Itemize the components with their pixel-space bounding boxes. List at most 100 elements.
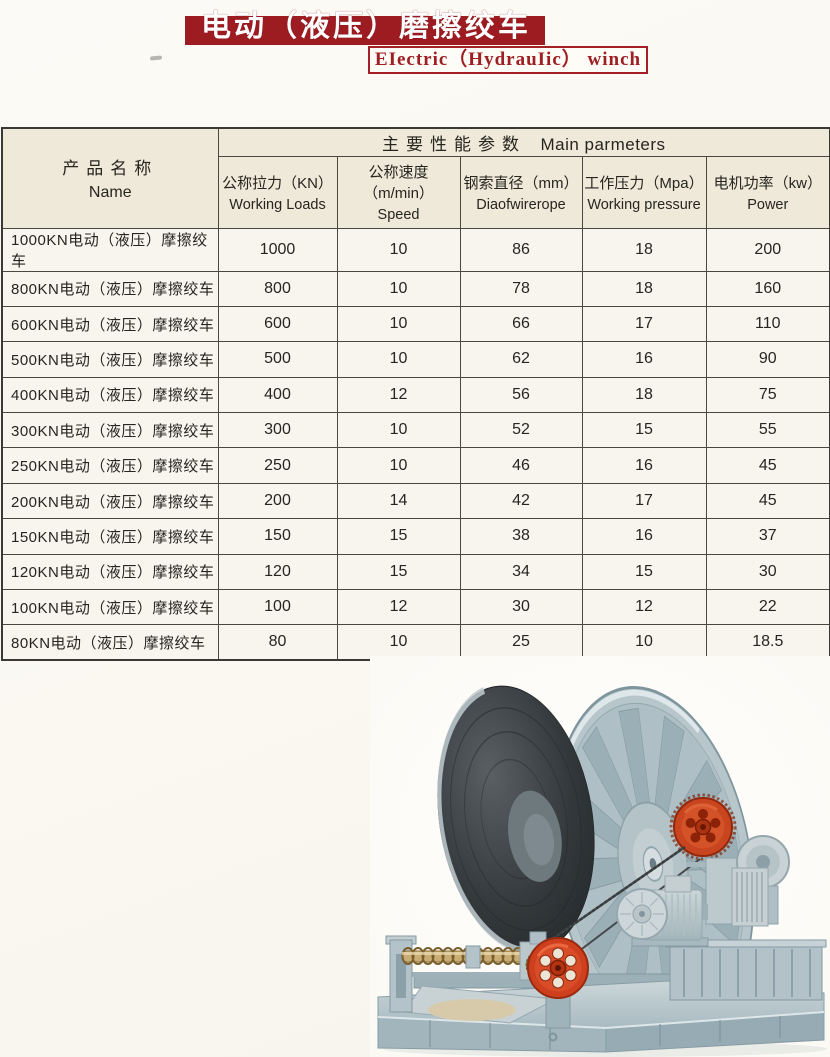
power-cell: 90 — [705, 341, 830, 378]
dia-cell: 52 — [459, 412, 583, 449]
col-header-cn: 钢索直径（mm） — [463, 174, 579, 192]
pressure-cell: 17 — [581, 305, 707, 343]
table-row: 800KN电动（液压）摩擦绞车 800 10 78 18 160 — [1, 270, 830, 307]
load-cell: 250 — [217, 447, 338, 484]
speed-cell: 10 — [336, 412, 461, 449]
table-row: 200KN电动（液压）摩擦绞车 200 14 42 17 45 — [1, 482, 830, 520]
power-cell: 110 — [705, 305, 830, 343]
table-row: 250KN电动（液压）摩擦绞车 250 10 46 16 45 — [1, 447, 830, 484]
pressure-cell: 18 — [581, 270, 707, 307]
speed-cell: 10 — [336, 447, 461, 484]
cable-drum — [437, 685, 595, 955]
product-name-cell: 150KN电动（液压）摩擦绞车 — [1, 518, 219, 555]
col-header-wirerope-dia: 钢索直径（mm） Diaofwirerope — [459, 155, 583, 229]
pressure-cell: 10 — [581, 624, 707, 661]
load-cell: 1000 — [217, 227, 338, 272]
power-cell: 45 — [705, 447, 830, 484]
pressure-cell: 17 — [581, 482, 707, 520]
drive-gear — [669, 793, 737, 861]
product-name-cell: 1000KN电动（液压）摩擦绞车 — [1, 227, 219, 272]
product-name-cell: 600KN电动（液压）摩擦绞车 — [1, 305, 219, 343]
dia-cell: 30 — [459, 589, 583, 626]
product-name-cell: 80KN电动（液压）摩擦绞车 — [1, 624, 219, 661]
main-parameters-en: Main parmeters — [540, 134, 666, 154]
table-row: 100KN电动（液压）摩擦绞车 100 12 30 12 22 — [1, 589, 830, 626]
load-cell: 500 — [217, 341, 338, 378]
speed-cell: 10 — [336, 270, 461, 307]
load-cell: 300 — [217, 412, 338, 449]
product-name-cell: 300KN电动（液压）摩擦绞车 — [1, 412, 219, 449]
speed-cell: 10 — [336, 341, 461, 378]
gearbox — [686, 835, 790, 927]
dia-cell: 86 — [459, 227, 583, 272]
col-header-power: 电机功率（kw） Power — [705, 155, 830, 229]
dia-cell: 56 — [459, 376, 583, 414]
product-name-cell: 500KN电动（液压）摩擦绞车 — [1, 341, 219, 378]
load-cell: 200 — [217, 482, 338, 520]
table-row: 600KN电动（液压）摩擦绞车 600 10 66 17 110 — [1, 305, 830, 343]
dia-cell: 46 — [459, 447, 583, 484]
power-cell: 200 — [705, 227, 830, 272]
scan-artifact — [149, 55, 163, 61]
page-title-cn: 电动（液压）磨擦绞车 — [201, 10, 531, 43]
product-name-cell: 100KN电动（液压）摩擦绞车 — [1, 589, 219, 626]
power-cell: 45 — [705, 482, 830, 520]
load-cell: 800 — [217, 270, 338, 307]
load-cell: 120 — [217, 553, 338, 591]
table-row: 80KN电动（液压）摩擦绞车 80 10 25 10 18.5 — [1, 624, 830, 661]
col-header-en: Working pressure — [587, 196, 701, 213]
speed-cell: 12 — [336, 589, 461, 626]
pressure-cell: 15 — [581, 553, 707, 591]
load-cell: 600 — [217, 305, 338, 343]
name-header-en: Name — [88, 184, 132, 202]
speed-cell: 14 — [336, 482, 461, 520]
dia-cell: 42 — [459, 482, 583, 520]
speed-cell: 15 — [336, 518, 461, 555]
product-name-cell: 120KN电动（液压）摩擦绞车 — [1, 553, 219, 591]
dia-cell: 78 — [459, 270, 583, 307]
col-header-en: Speed — [377, 207, 420, 223]
name-header-cn: 产品名称 — [62, 159, 159, 179]
power-cell: 30 — [705, 553, 830, 591]
motor-pedestal — [665, 939, 827, 1001]
pressure-cell: 18 — [581, 227, 707, 272]
load-cell: 150 — [217, 518, 338, 555]
power-cell: 160 — [705, 270, 830, 307]
pressure-cell: 16 — [581, 341, 707, 378]
dia-cell: 25 — [459, 624, 583, 661]
col-header-en: Diaofwirerope — [476, 196, 566, 213]
pressure-cell: 16 — [581, 447, 707, 484]
table-row: 400KN电动（液压）摩擦绞车 400 12 56 18 75 — [1, 376, 830, 414]
product-name-cell: 400KN电动（液压）摩擦绞车 — [1, 376, 219, 414]
pressure-cell: 18 — [581, 376, 707, 414]
product-name-cell: 250KN电动（液压）摩擦绞车 — [1, 447, 219, 484]
base-front — [377, 985, 825, 1053]
col-header-speed: 公称速度（m/min） Speed — [336, 155, 461, 229]
page-title-en: EIectric（HydrauIic） winch — [368, 46, 648, 74]
pressure-cell: 15 — [581, 412, 707, 449]
power-cell: 75 — [705, 376, 830, 414]
col-header-en: Working Loads — [229, 196, 326, 213]
power-cell: 18.5 — [705, 624, 830, 661]
power-cell: 55 — [705, 412, 830, 449]
product-name-cell: 800KN电动（液压）摩擦绞车 — [1, 270, 219, 307]
col-header-en: Power — [747, 196, 789, 213]
col-header-cn: 电机功率（kw） — [713, 174, 822, 192]
group-header-row: 产品名称 Name 主要性能参数 Main parmeters — [1, 127, 830, 229]
table-row: 150KN电动（液压）摩擦绞车 150 15 38 16 37 — [1, 518, 830, 555]
load-cell: 80 — [217, 624, 338, 661]
main-parameters-cn: 主要性能参数 — [382, 134, 526, 154]
column-header-row: 公称拉力（KN） Working Loads 公称速度（m/min） Speed… — [2, 155, 830, 229]
chain-wheel — [527, 937, 589, 999]
dia-cell: 38 — [459, 518, 583, 555]
speed-cell: 12 — [336, 376, 461, 414]
table-row: 1000KN电动（液压）摩擦绞车 1000 10 86 18 200 — [1, 227, 830, 272]
title-banner: 电动（液压）磨擦绞车 — [185, 10, 545, 45]
speed-cell: 10 — [336, 305, 461, 343]
main-parameters-header: 主要性能参数 Main parmeters — [217, 127, 830, 157]
speed-cell: 15 — [336, 553, 461, 591]
dia-cell: 62 — [459, 341, 583, 378]
pressure-cell: 12 — [581, 589, 707, 626]
table-row: 500KN电动（液压）摩擦绞车 500 10 62 16 90 — [1, 341, 830, 378]
